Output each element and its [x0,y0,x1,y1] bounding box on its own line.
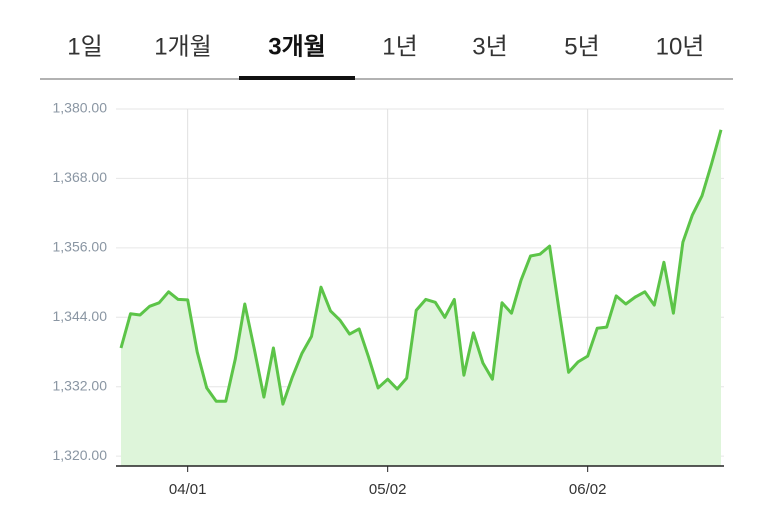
tab[interactable]: 3개월 [268,33,326,60]
x-tick-label: 05/02 [369,481,407,498]
x-tick-label: 06/02 [569,481,607,498]
tab[interactable]: 1일 [67,33,102,60]
tab[interactable]: 5년 [564,33,599,60]
tab[interactable]: 1년 [382,33,417,60]
y-tick-label: 1,380.00 [53,100,108,116]
y-tick-label: 1,344.00 [53,308,108,324]
tab[interactable]: 10년 [656,33,705,60]
tab[interactable]: 3년 [472,33,507,60]
tab-underline [239,76,355,80]
y-tick-label: 1,356.00 [53,239,108,255]
y-tick-label: 1,368.00 [53,169,108,185]
x-tick-label: 04/01 [169,481,207,498]
y-tick-label: 1,320.00 [53,447,108,463]
tab[interactable]: 1개월 [154,33,212,60]
y-tick-label: 1,332.00 [53,377,108,393]
line [119,129,723,406]
area [121,129,721,467]
